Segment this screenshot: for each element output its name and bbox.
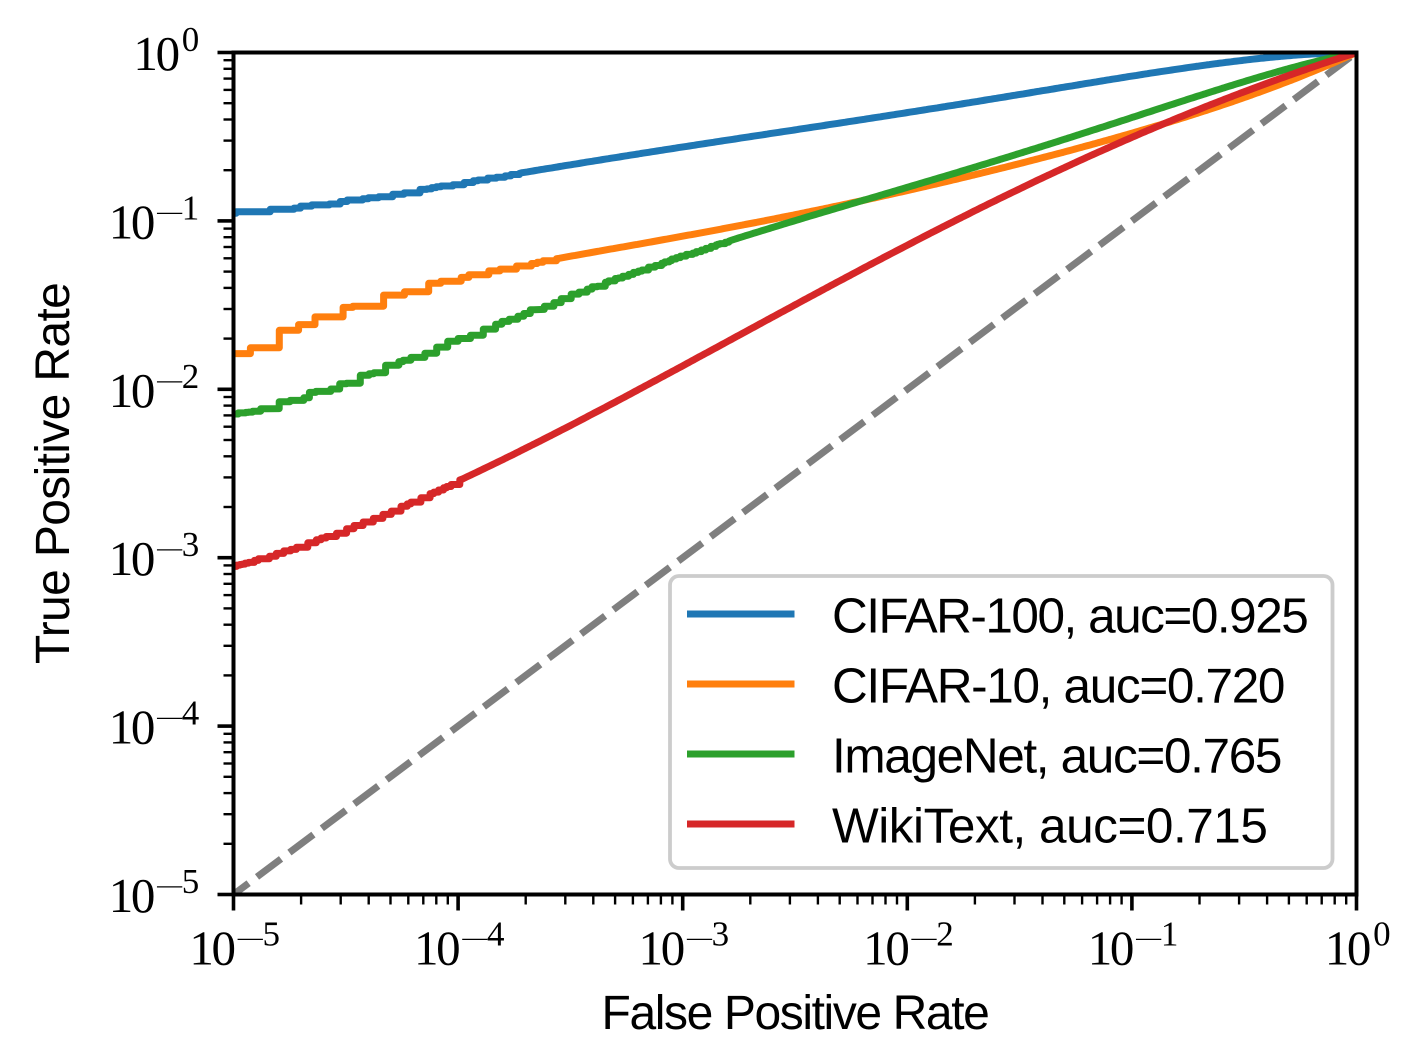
svg-text:WikiText, auc=0.715: WikiText, auc=0.715 [832,799,1267,854]
svg-text:True Positive Rate: True Positive Rate [27,283,80,664]
svg-text:CIFAR-100, auc=0.925: CIFAR-100, auc=0.925 [832,589,1307,644]
svg-text:ImageNet, auc=0.765: ImageNet, auc=0.765 [832,729,1281,784]
svg-text:CIFAR-10, auc=0.720: CIFAR-10, auc=0.720 [832,659,1284,714]
svg-text:False Positive Rate: False Positive Rate [602,987,989,1040]
